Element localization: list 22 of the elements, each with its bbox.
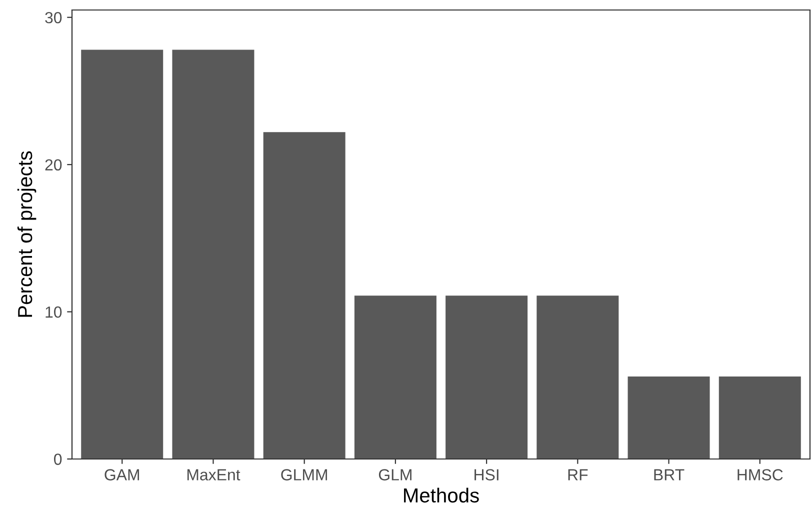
bar — [628, 376, 710, 459]
y-tick-label: 10 — [46, 306, 62, 318]
x-tick-label: HMSC — [738, 469, 783, 480]
y-tick-label: 20 — [45, 159, 62, 171]
bar — [446, 296, 528, 459]
bar — [81, 50, 164, 459]
y-axis-title: Percent of projects — [17, 151, 36, 317]
x-tick-label: BRT — [654, 469, 684, 480]
x-tick-label: RF — [568, 469, 588, 480]
x-tick-label: MaxEnt — [187, 469, 240, 480]
x-axis-title: Methods — [404, 488, 479, 503]
x-tick-label: HSI — [474, 469, 498, 480]
bar — [172, 50, 254, 459]
y-tick-label: 0 — [54, 454, 62, 465]
x-tick-label: GLM — [378, 469, 412, 480]
bar — [263, 132, 346, 459]
bar — [536, 296, 619, 459]
y-tick-label: 30 — [45, 12, 62, 24]
bar — [718, 376, 801, 459]
x-tick-label: GLMM — [281, 469, 327, 480]
bar — [354, 296, 436, 459]
x-tick-label: GAM — [104, 469, 139, 480]
